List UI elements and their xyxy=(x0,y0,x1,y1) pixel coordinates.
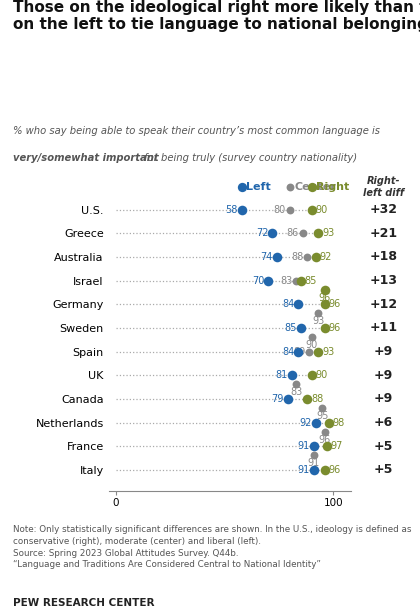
Point xyxy=(321,299,328,309)
Text: 92: 92 xyxy=(299,418,312,427)
Text: 58: 58 xyxy=(226,204,238,214)
Point xyxy=(293,276,299,286)
Text: 70: 70 xyxy=(252,276,264,286)
Point xyxy=(239,204,245,214)
Text: 93: 93 xyxy=(322,228,334,238)
Text: 80: 80 xyxy=(273,204,286,214)
Text: 92: 92 xyxy=(320,252,332,262)
Text: 96: 96 xyxy=(328,323,341,333)
Text: Left: Left xyxy=(246,182,271,192)
Text: 84: 84 xyxy=(282,346,294,357)
Text: Right: Right xyxy=(316,182,349,192)
Point xyxy=(273,252,280,262)
Text: +9: +9 xyxy=(374,345,393,358)
Text: +18: +18 xyxy=(369,251,397,263)
Point xyxy=(299,228,306,238)
Point xyxy=(315,308,321,318)
Text: 79: 79 xyxy=(271,394,284,404)
Point xyxy=(297,276,304,286)
Point xyxy=(323,441,330,451)
Text: 96: 96 xyxy=(318,293,331,303)
Text: +32: +32 xyxy=(369,203,397,216)
Point xyxy=(289,370,295,380)
Text: 83: 83 xyxy=(280,276,292,286)
Point xyxy=(265,276,271,286)
Point xyxy=(304,252,310,262)
Point xyxy=(295,299,302,309)
Point xyxy=(295,347,302,357)
Text: 91: 91 xyxy=(297,441,310,451)
Point xyxy=(286,204,293,214)
Text: 93: 93 xyxy=(322,346,334,357)
Text: 90: 90 xyxy=(305,340,318,350)
Text: +12: +12 xyxy=(369,298,397,311)
Text: 91: 91 xyxy=(297,465,310,475)
Text: 83: 83 xyxy=(290,387,302,397)
Point xyxy=(269,228,276,238)
Text: PEW RESEARCH CENTER: PEW RESEARCH CENTER xyxy=(13,598,154,608)
Text: 98: 98 xyxy=(333,418,345,427)
Text: 97: 97 xyxy=(331,441,343,451)
Text: +9: +9 xyxy=(374,369,393,382)
Point xyxy=(304,394,310,404)
Text: 90: 90 xyxy=(315,204,328,214)
Point xyxy=(286,182,293,192)
Point xyxy=(308,182,315,192)
Point xyxy=(312,418,319,427)
Point xyxy=(315,228,321,238)
Text: +6: +6 xyxy=(374,416,393,429)
Text: +5: +5 xyxy=(373,464,393,476)
Point xyxy=(321,465,328,475)
Point xyxy=(326,418,332,427)
Text: 96: 96 xyxy=(318,435,331,445)
Text: +21: +21 xyxy=(369,227,397,239)
Text: 88: 88 xyxy=(291,252,303,262)
Point xyxy=(315,347,321,357)
Text: 85: 85 xyxy=(284,323,297,333)
Text: 81: 81 xyxy=(276,370,288,380)
Point xyxy=(284,394,291,404)
Text: +5: +5 xyxy=(373,440,393,453)
Point xyxy=(239,182,245,192)
Point xyxy=(321,427,328,437)
Text: 95: 95 xyxy=(316,411,328,421)
Point xyxy=(321,285,328,295)
Point xyxy=(306,347,313,357)
Point xyxy=(310,450,317,460)
Point xyxy=(308,370,315,380)
Text: 93: 93 xyxy=(312,316,324,326)
Text: % who say being able to speak their country’s most common language is: % who say being able to speak their coun… xyxy=(13,126,380,136)
Text: +11: +11 xyxy=(369,321,397,335)
Text: 88: 88 xyxy=(311,394,323,404)
Point xyxy=(310,465,317,475)
Point xyxy=(310,441,317,451)
Text: 72: 72 xyxy=(256,228,268,238)
Text: Those on the ideological right more likely than those
on the left to tie languag: Those on the ideological right more like… xyxy=(13,0,420,33)
Point xyxy=(312,252,319,262)
Point xyxy=(308,204,315,214)
Text: +13: +13 xyxy=(369,274,397,287)
Point xyxy=(321,323,328,333)
Text: 84: 84 xyxy=(282,299,294,309)
Text: 90: 90 xyxy=(315,370,328,380)
Text: 85: 85 xyxy=(304,276,317,286)
Point xyxy=(297,323,304,333)
Point xyxy=(293,379,299,389)
Text: Right-
left diff: Right- left diff xyxy=(363,176,404,198)
Text: 96: 96 xyxy=(328,465,341,475)
Text: for being truly (survey country nationality): for being truly (survey country national… xyxy=(141,153,357,163)
Text: 89: 89 xyxy=(293,346,305,357)
Text: +9: +9 xyxy=(374,392,393,405)
Text: Note: Only statistically significant differences are shown. In the U.S., ideolog: Note: Only statistically significant dif… xyxy=(13,525,411,569)
Text: Center: Center xyxy=(294,182,336,192)
Text: 96: 96 xyxy=(328,299,341,309)
Text: 74: 74 xyxy=(260,252,273,262)
Text: 86: 86 xyxy=(287,228,299,238)
Text: 91: 91 xyxy=(307,458,320,468)
Text: very/somewhat important: very/somewhat important xyxy=(13,153,158,163)
Point xyxy=(308,332,315,342)
Point xyxy=(319,403,326,413)
